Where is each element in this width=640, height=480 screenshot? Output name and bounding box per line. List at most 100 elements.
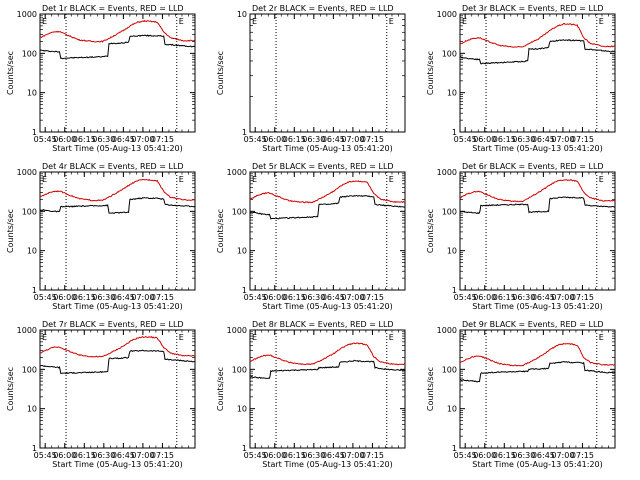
- y-tick-label: 1000: [437, 326, 457, 335]
- e-marker-label: E: [389, 175, 394, 184]
- x-tick-label: 05:45: [244, 451, 267, 460]
- x-tick-label: 05:45: [244, 293, 267, 302]
- x-tick-label: 05:45: [454, 451, 477, 460]
- y-axis-label: Counts/sec: [426, 209, 435, 253]
- e-marker-label: E: [599, 175, 604, 184]
- plot-title: Det 5r BLACK = Events, RED = LLD: [252, 162, 394, 171]
- y-axis-label: Counts/sec: [426, 367, 435, 411]
- e-marker-label: E: [179, 175, 184, 184]
- x-tick-label: 07:15: [361, 451, 384, 460]
- x-tick-label: 05:45: [34, 293, 57, 302]
- events-series-line: [39, 196, 196, 214]
- events-series-line: [249, 194, 406, 220]
- e-marker-label: E: [42, 17, 47, 26]
- plot-title: Det 1r BLACK = Events, RED = LLD: [42, 4, 184, 13]
- plot-frame: [459, 171, 616, 291]
- plot-frame: [39, 329, 196, 449]
- events-series-line: [249, 359, 405, 379]
- x-tick-label: 07:15: [571, 135, 594, 144]
- plot-frame: [459, 13, 616, 133]
- x-axis-label: Start Time (05-Aug-13 05:41:20): [262, 302, 393, 311]
- lld-series-line: [249, 342, 406, 366]
- e-marker-label: E: [179, 333, 184, 342]
- lld-series-line: [459, 343, 615, 367]
- plot-title: Det 6r BLACK = Events, RED = LLD: [462, 162, 604, 171]
- e-marker-label: E: [599, 17, 604, 26]
- y-tick-label: 1000: [17, 326, 37, 335]
- x-tick-label: 07:15: [151, 451, 174, 460]
- y-tick-label: 100: [22, 365, 37, 374]
- x-tick-label: 07:15: [571, 451, 594, 460]
- e-marker-label: E: [389, 17, 394, 26]
- lld-series-line: [249, 180, 406, 204]
- x-tick-label: 07:15: [361, 135, 384, 144]
- x-tick-label: 06:00: [263, 451, 286, 460]
- lld-series-line: [39, 335, 196, 358]
- x-tick-label: 06:45: [112, 135, 135, 144]
- events-series-line: [459, 196, 616, 215]
- x-tick-label: 06:45: [322, 293, 345, 302]
- y-tick-label: 1000: [227, 168, 247, 177]
- x-tick-label: 06:30: [512, 135, 535, 144]
- x-tick-label: 06:15: [73, 135, 96, 144]
- plot-title: Det 4r BLACK = Events, RED = LLD: [42, 162, 184, 171]
- x-tick-label: 06:15: [283, 135, 306, 144]
- y-tick-label: 1000: [17, 10, 37, 19]
- e-marker-label: E: [42, 175, 47, 184]
- y-tick-label: 1: [32, 444, 37, 453]
- x-tick-label: 06:15: [493, 451, 516, 460]
- y-tick-label: 1: [452, 444, 457, 453]
- x-tick-label: 07:00: [551, 451, 574, 460]
- events-series-line: [39, 349, 196, 375]
- y-tick-label: 10: [27, 247, 37, 256]
- x-tick-label: 06:15: [73, 451, 96, 460]
- lld-series-line: [39, 178, 195, 202]
- x-tick-label: 07:00: [341, 293, 364, 302]
- y-tick-label: 100: [232, 365, 247, 374]
- x-tick-label: 06:30: [302, 451, 325, 460]
- x-axis-label: Start Time (05-Aug-13 05:41:20): [262, 144, 393, 153]
- x-tick-label: 06:00: [473, 451, 496, 460]
- e-marker-label: E: [389, 333, 394, 342]
- y-tick-label: 1000: [227, 326, 247, 335]
- y-tick-label: 10: [237, 405, 247, 414]
- x-tick-label: 05:45: [454, 293, 477, 302]
- y-tick-label: 100: [232, 207, 247, 216]
- plot-frame: [249, 13, 406, 133]
- y-axis-label: Counts/sec: [216, 367, 225, 411]
- e-marker-label: E: [462, 17, 467, 26]
- y-tick-label: 10: [447, 89, 457, 98]
- y-axis-label: Counts/sec: [216, 51, 225, 95]
- lld-series-line: [39, 20, 196, 43]
- x-axis-label: Start Time (05-Aug-13 05:41:20): [472, 302, 603, 311]
- plot-title: Det 9r BLACK = Events, RED = LLD: [462, 320, 604, 329]
- y-tick-label: 1000: [437, 168, 457, 177]
- x-tick-label: 06:15: [283, 293, 306, 302]
- x-tick-label: 06:30: [512, 451, 535, 460]
- y-tick-label: 100: [442, 207, 457, 216]
- x-tick-label: 07:00: [131, 451, 154, 460]
- y-tick-label: 10: [237, 247, 247, 256]
- y-tick-label: 1: [242, 128, 247, 137]
- y-tick-label: 1000: [17, 168, 37, 177]
- x-tick-label: 06:30: [92, 135, 115, 144]
- e-marker-label: E: [179, 17, 184, 26]
- x-tick-label: 07:15: [571, 293, 594, 302]
- e-marker-label: E: [462, 333, 467, 342]
- x-tick-label: 06:00: [473, 135, 496, 144]
- y-tick-label: 10: [447, 247, 457, 256]
- x-tick-label: 06:00: [263, 293, 286, 302]
- x-tick-label: 06:15: [73, 293, 96, 302]
- x-axis-label: Start Time (05-Aug-13 05:41:20): [52, 144, 183, 153]
- x-axis-label: Start Time (05-Aug-13 05:41:20): [52, 302, 183, 311]
- x-tick-label: 06:15: [493, 293, 516, 302]
- plot-frame: [39, 171, 196, 291]
- plot-title: Det 2r BLACK = Events, RED = LLD: [252, 4, 394, 13]
- e-marker-label: E: [42, 333, 47, 342]
- y-tick-label: 1: [242, 286, 247, 295]
- e-marker-label: E: [599, 333, 604, 342]
- x-tick-label: 07:00: [131, 293, 154, 302]
- x-tick-label: 06:00: [263, 135, 286, 144]
- y-axis-label: Counts/sec: [426, 51, 435, 95]
